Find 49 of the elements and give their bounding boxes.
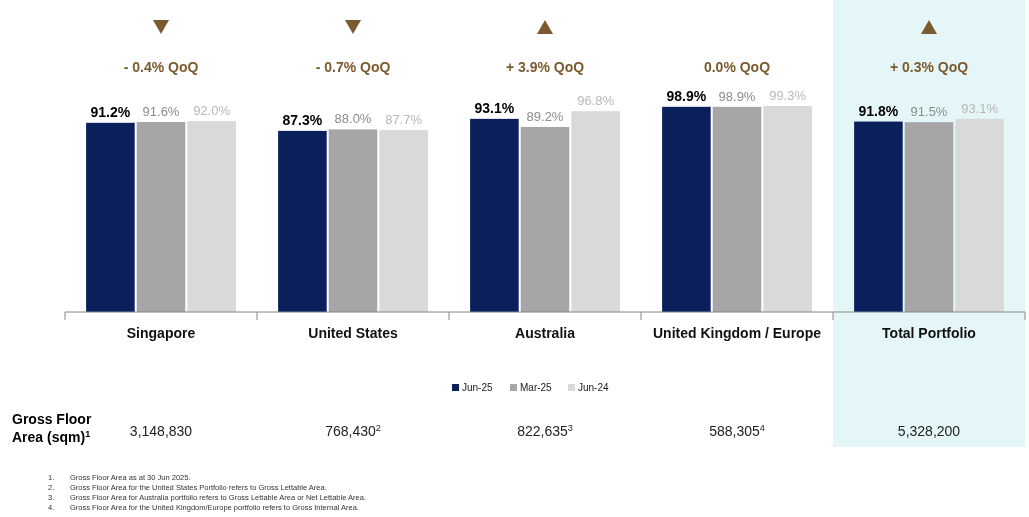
- bar: [571, 111, 620, 312]
- x-tick-label: Singapore: [126, 325, 196, 341]
- data-label: 93.1%: [474, 99, 515, 116]
- text: 822,635$^{3}$: [517, 423, 573, 439]
- x-tick-label: Total Portfolio: [882, 325, 976, 341]
- data-label: 87.7%: [385, 112, 423, 128]
- data-label: 91.8%: [858, 102, 899, 119]
- bar: [520, 126, 570, 312]
- text: - 0.7% QoQ: [315, 59, 391, 75]
- bar: [955, 118, 1004, 312]
- data-label: 98.9%: [718, 88, 756, 104]
- bar: [712, 106, 762, 312]
- data-label: 91.5%: [910, 104, 948, 120]
- x-tick-label: Australia: [515, 325, 576, 341]
- data-label: 91.2%: [90, 103, 131, 120]
- bar: [278, 130, 327, 312]
- bar: [328, 129, 378, 312]
- bar: [379, 130, 428, 312]
- data-label: 89.2%: [526, 108, 564, 124]
- bar: [904, 122, 954, 312]
- text: + 0.3% QoQ: [889, 59, 969, 75]
- x-tick-label: United Kingdom / Europe: [653, 325, 822, 341]
- data-label: 98.9%: [666, 87, 707, 104]
- text: 3,148,830: [129, 423, 193, 439]
- legend-label: Mar-25: [520, 382, 553, 393]
- bar: [470, 118, 519, 312]
- bar: [662, 106, 711, 312]
- bar: [136, 121, 186, 312]
- text: Gross Floor Area (sqm)$^{1}$: [12, 411, 92, 445]
- x-tick-label: United States: [308, 325, 398, 341]
- data-label: 99.3%: [769, 88, 807, 103]
- data-label: 88.0%: [334, 111, 372, 127]
- data-label: 92.0%: [193, 103, 231, 119]
- legend-label: Jun-25: [462, 382, 494, 393]
- text: 0.0% QoQ: [703, 59, 771, 75]
- data-label: 91.6%: [142, 103, 180, 119]
- data-label: 87.3%: [282, 111, 323, 128]
- bar: [854, 121, 903, 312]
- bar: [86, 122, 135, 312]
- bar: [763, 106, 812, 312]
- text: - 0.4% QoQ: [123, 59, 199, 75]
- text: 588,305$^{4}$: [709, 423, 765, 439]
- bar: [187, 121, 236, 312]
- data-label: 93.1%: [961, 100, 999, 116]
- data-label: 96.8%: [577, 93, 615, 109]
- text: 768,430$^{2}$: [325, 423, 381, 439]
- legend-label: Jun-24: [578, 382, 610, 393]
- text: 5,328,200: [897, 423, 961, 439]
- text: + 3.9% QoQ: [505, 59, 585, 75]
